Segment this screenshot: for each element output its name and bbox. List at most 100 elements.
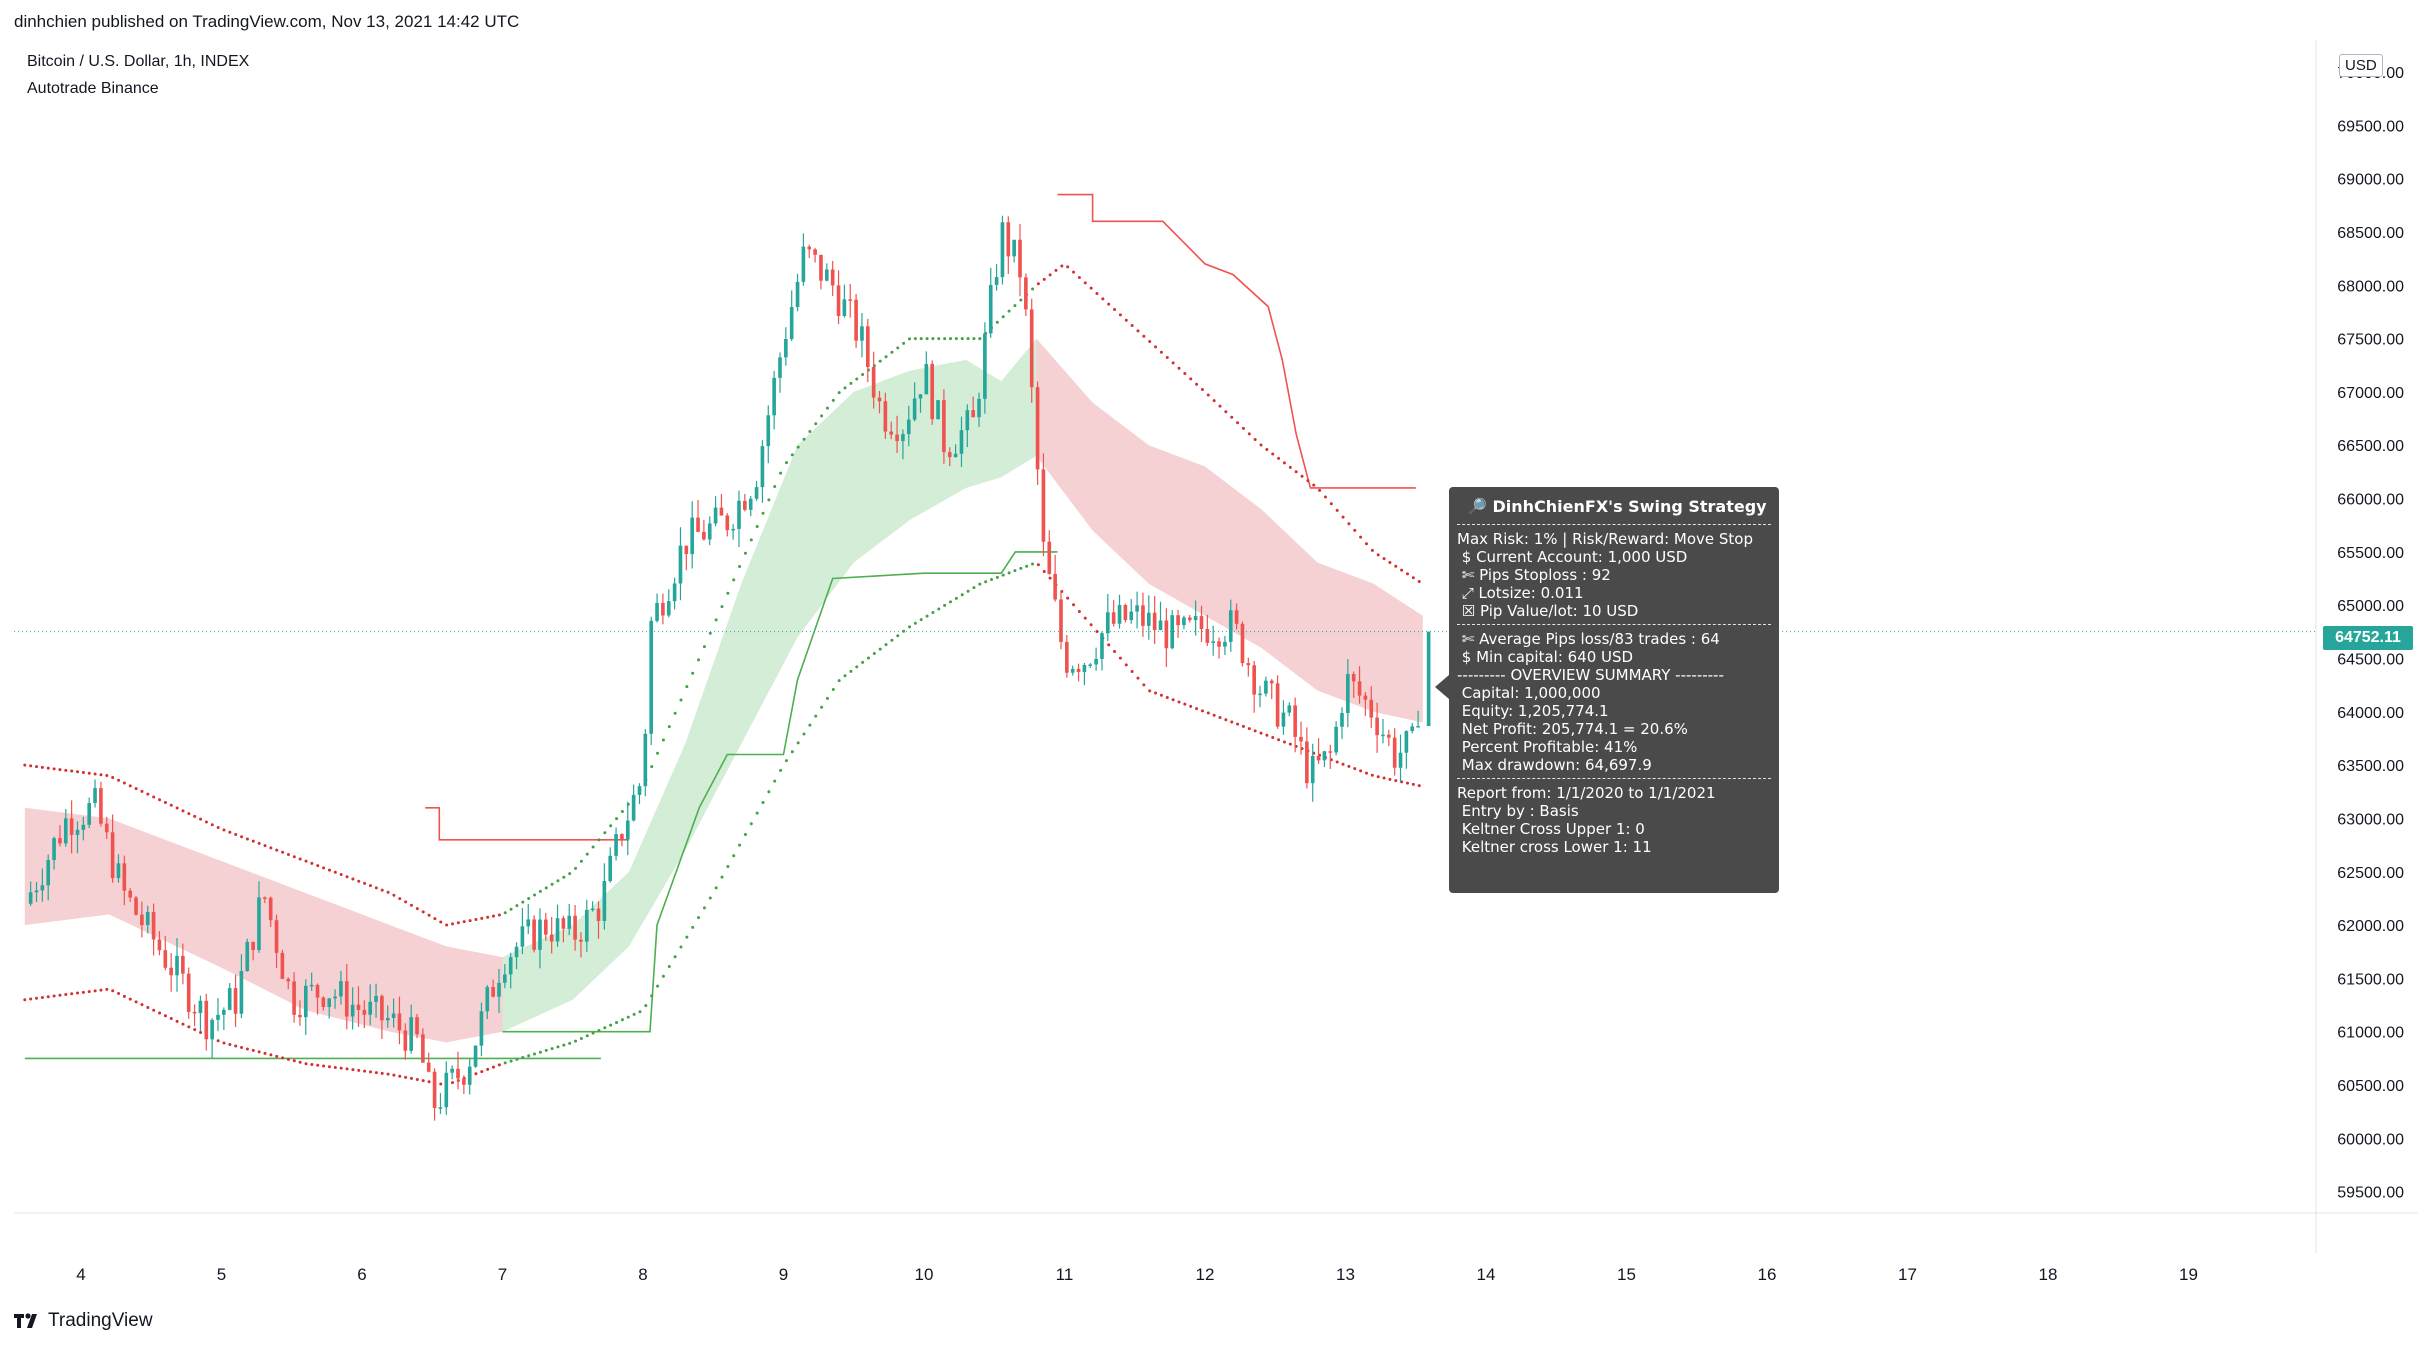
keltner-upper-dot (433, 917, 437, 921)
candle-body (397, 1013, 402, 1031)
keltner-upper-dot (105, 774, 109, 778)
keltner-lower-dot (779, 768, 783, 772)
candle-body (122, 863, 127, 891)
keltner-upper-dot (1347, 522, 1351, 526)
footer-brand[interactable]: TradingView (14, 1310, 153, 1332)
keltner-upper-dot (193, 814, 197, 818)
keltner-lower-dot (837, 679, 841, 683)
keltner-upper-dot (702, 645, 706, 649)
candle-body (836, 285, 841, 316)
price-tick-label: 68500.00 (2337, 225, 2404, 242)
candle-body (385, 1017, 390, 1021)
time-tick-label: 8 (638, 1265, 647, 1284)
keltner-lower-dot (685, 935, 689, 939)
keltner-upper-dot (1013, 304, 1017, 308)
keltner-upper-dot (222, 828, 226, 832)
price-tick-label: 61500.00 (2337, 971, 2404, 988)
candle-body (1410, 726, 1415, 732)
keltner-lower-dot (122, 994, 126, 998)
candle-body (1146, 612, 1151, 626)
keltner-upper-dot (304, 859, 308, 863)
keltner-upper-dot (427, 913, 431, 917)
keltner-lower-dot (1107, 643, 1111, 647)
candle-body (1258, 693, 1262, 696)
indicator-legend[interactable]: Autotrade Binance (27, 80, 159, 97)
price-tick-label: 63000.00 (2337, 811, 2404, 828)
candle-body (731, 528, 735, 531)
keltner-upper-dot (1288, 465, 1292, 469)
time-tick-label: 7 (498, 1265, 507, 1284)
candle-body (1264, 680, 1268, 694)
keltner-lower-dot (474, 1072, 478, 1076)
candle-body (830, 269, 835, 286)
keltner-upper-dot (140, 789, 144, 793)
keltner-upper-dot (351, 877, 355, 881)
candle-body (760, 446, 765, 488)
candle-body (163, 950, 168, 968)
candle-body (181, 955, 185, 974)
candle-body (784, 339, 788, 358)
keltner-lower-dot (603, 1026, 607, 1030)
keltner-lower-dot (58, 993, 62, 997)
candle-body (315, 984, 320, 998)
keltner-upper-dot (667, 725, 671, 729)
keltner-lower-dot (134, 1000, 138, 1004)
keltner-upper-dot (708, 631, 712, 635)
keltner-lower-dot (1405, 781, 1409, 785)
keltner-lower-dot (1236, 722, 1240, 726)
keltner-upper-dot (790, 453, 794, 457)
keltner-lower-dot (1241, 724, 1245, 728)
tooltip-line: Net Profit: 205,774.1 = 20.6% (1457, 720, 1688, 738)
keltner-lower-dot (1212, 713, 1216, 717)
symbol-legend[interactable]: Bitcoin / U.S. Dollar, 1h, INDEX (27, 53, 250, 70)
candle-body (538, 919, 542, 950)
keltner-upper-dot (1230, 415, 1234, 419)
candle-body (766, 415, 771, 447)
candle-body (1065, 641, 1069, 673)
candle-body (795, 281, 800, 308)
candle-body (1381, 734, 1385, 737)
keltner-upper-dot (685, 685, 689, 689)
keltner-lower-dot (1031, 562, 1035, 566)
candle-body (661, 602, 665, 616)
keltner-upper-dot (761, 511, 765, 515)
keltner-upper-dot (292, 855, 296, 859)
price-chart[interactable]: 59500.00 60000.00 60500.00 61000.00 61500.00… (0, 0, 2431, 1300)
keltner-upper-dot (820, 414, 824, 418)
keltner-upper-dot (368, 884, 372, 888)
keltner-upper-dot (93, 772, 97, 776)
candle-body (737, 500, 741, 529)
keltner-upper-dot (409, 903, 413, 907)
keltner-upper-dot (1136, 329, 1140, 333)
keltner-lower-dot (509, 1059, 513, 1063)
keltner-upper-dot (1142, 334, 1146, 338)
candle-body (514, 946, 519, 958)
keltner-upper-dot (327, 868, 331, 872)
currency-badge[interactable]: USD (2339, 54, 2383, 77)
keltner-upper-dot (23, 763, 27, 767)
tooltip-summary-block: ✄ Average Pips loss/83 trades : 64 $ Min… (1457, 630, 1771, 774)
candle-body (871, 366, 876, 398)
keltner-upper-dot (954, 337, 958, 341)
candle-body (1211, 641, 1216, 643)
keltner-upper-dot (1300, 474, 1304, 478)
keltner-upper-dot (99, 773, 103, 777)
candle-body (40, 885, 45, 891)
tooltip-line: ⤢ Lotsize: 0.011 (1457, 584, 1584, 602)
keltner-upper-dot (204, 820, 208, 824)
candle-body (696, 517, 700, 532)
keltner-upper-dot (1159, 350, 1163, 354)
keltner-lower-dot (1195, 707, 1199, 711)
keltner-lower-dot (714, 886, 718, 890)
keltner-upper-dot (40, 765, 44, 769)
keltner-lower-dot (46, 995, 50, 999)
keltner-lower-dot (345, 1067, 349, 1071)
candle-body (865, 326, 870, 367)
candle-body (889, 431, 894, 435)
keltner-lower-dot (1376, 775, 1380, 779)
candle-body (333, 996, 337, 999)
keltner-upper-dot (796, 445, 800, 449)
candle-body (186, 973, 191, 1012)
keltner-lower-dot (1382, 776, 1386, 780)
candle-body (1129, 611, 1134, 621)
